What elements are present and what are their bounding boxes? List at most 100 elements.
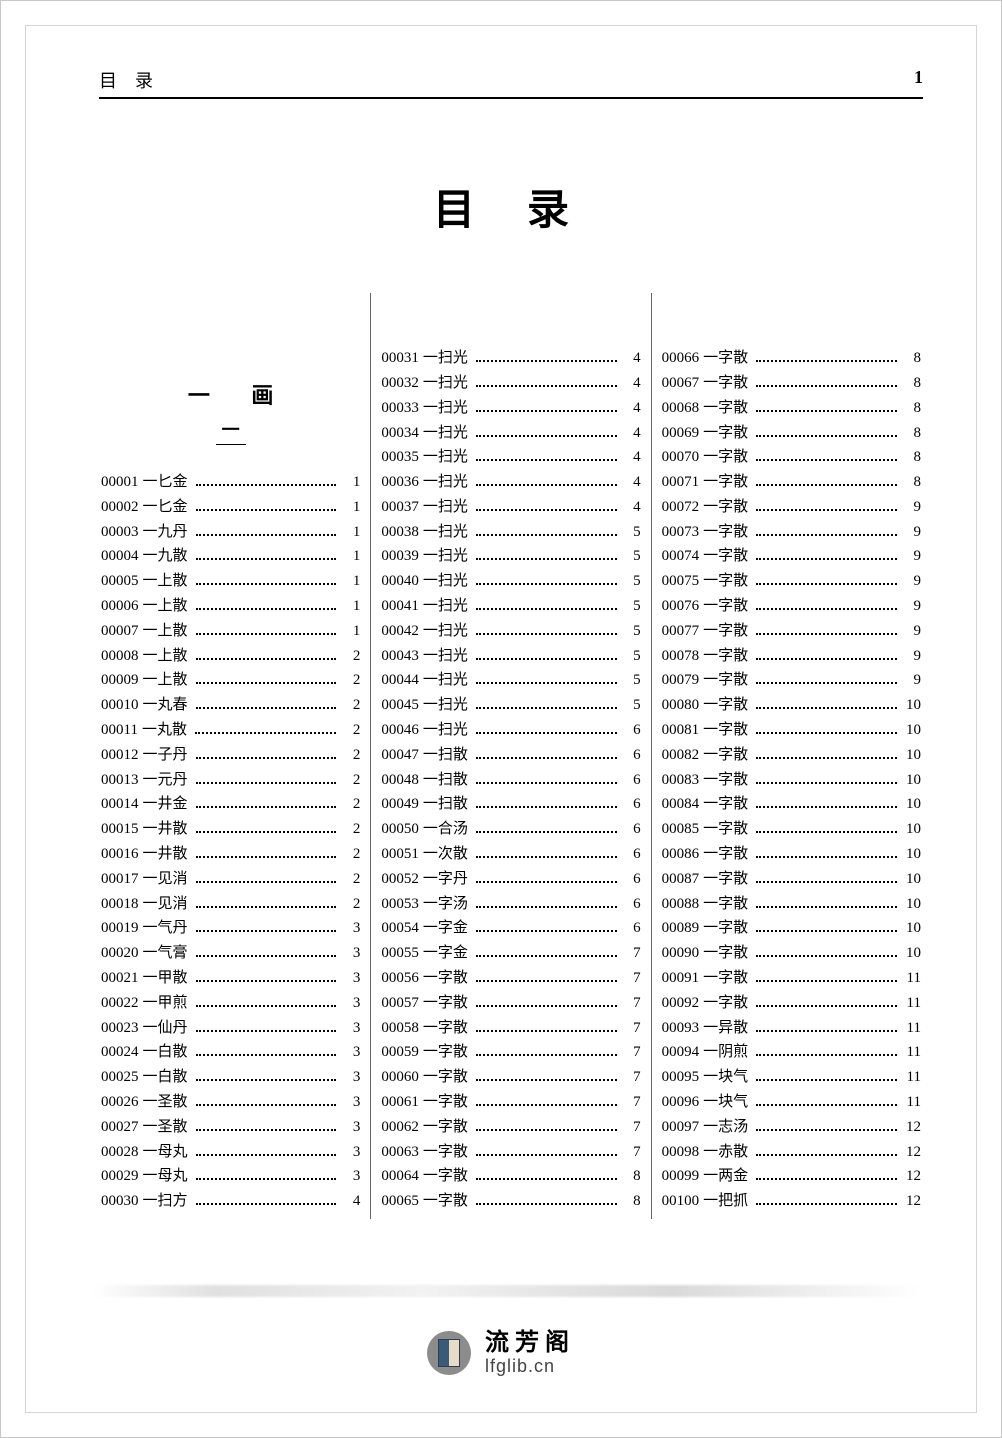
entry-name: 一字散 — [703, 847, 748, 862]
entry-code: 00096 — [662, 1095, 700, 1110]
running-header: 目录 1 — [99, 67, 923, 99]
entry-page: 8 — [623, 1169, 641, 1184]
leader-dots — [756, 1203, 897, 1205]
entry-code: 00095 — [662, 1070, 700, 1085]
entry-name: 一扫光 — [423, 401, 468, 416]
entry-page: 3 — [342, 1095, 360, 1110]
entry-name: 一上散 — [143, 599, 188, 614]
entry-page: 6 — [623, 847, 641, 862]
entry-name: 一扫光 — [423, 549, 468, 564]
entry-name: 一扫方 — [143, 1194, 188, 1209]
entry-name: 一母丸 — [143, 1169, 188, 1184]
entry-name: 一井散 — [143, 847, 188, 862]
leader-dots — [476, 980, 617, 982]
entry-code: 00090 — [662, 946, 700, 961]
index-entry: 00056一字散7 — [381, 971, 640, 986]
entry-page: 10 — [903, 797, 921, 812]
entry-code: 00002 — [101, 500, 139, 515]
leader-dots — [196, 831, 337, 833]
entry-code: 00098 — [662, 1145, 700, 1160]
entry-page: 2 — [342, 897, 360, 912]
entry-page: 7 — [623, 1070, 641, 1085]
leader-dots — [195, 732, 336, 734]
index-entry: 00041一扫光5 — [381, 599, 640, 614]
index-entry: 00047一扫散6 — [381, 748, 640, 763]
entry-code: 00045 — [381, 698, 419, 713]
entry-page: 7 — [623, 1021, 641, 1036]
leader-dots — [756, 608, 897, 610]
index-entry: 00087一字散10 — [662, 872, 921, 887]
entry-name: 一合汤 — [423, 822, 468, 837]
entry-code: 00072 — [662, 500, 700, 515]
entry-page: 3 — [342, 921, 360, 936]
entry-page: 8 — [903, 450, 921, 465]
index-entry: 00024一白散3 — [101, 1045, 360, 1060]
entry-name: 一字散 — [703, 897, 748, 912]
entry-name: 一异散 — [703, 1021, 748, 1036]
entry-code: 00020 — [101, 946, 139, 961]
leader-dots — [476, 435, 617, 437]
entry-page: 6 — [623, 723, 641, 738]
index-column: 00031一扫光400032一扫光400033一扫光400034一扫光40003… — [370, 293, 650, 1219]
entry-code: 00081 — [662, 723, 700, 738]
entry-code: 00063 — [381, 1145, 419, 1160]
index-entry: 00067一字散8 — [662, 376, 921, 391]
entry-page: 10 — [903, 921, 921, 936]
entry-page: 2 — [342, 673, 360, 688]
entry-code: 00068 — [662, 401, 700, 416]
leader-dots — [196, 806, 337, 808]
index-entry: 00001一匕金1 — [101, 475, 360, 490]
entry-name: 一扫光 — [423, 475, 468, 490]
index-entry: 00019一气丹3 — [101, 921, 360, 936]
entry-name: 一扫散 — [423, 773, 468, 788]
entry-page: 9 — [903, 649, 921, 664]
index-entry: 00005一上散1 — [101, 574, 360, 589]
entry-name: 一扫光 — [423, 500, 468, 515]
index-entry: 00094一阴煎11 — [662, 1045, 921, 1060]
entry-name: 一字散 — [703, 549, 748, 564]
entry-code: 00067 — [662, 376, 700, 391]
index-entry: 00093一异散11 — [662, 1021, 921, 1036]
index-entry: 00080一字散10 — [662, 698, 921, 713]
entry-page: 7 — [623, 946, 641, 961]
entry-name: 一圣散 — [143, 1095, 188, 1110]
leader-dots — [756, 1154, 897, 1156]
entry-page: 4 — [623, 450, 641, 465]
entry-code: 00034 — [381, 426, 419, 441]
entry-page: 1 — [342, 500, 360, 515]
page: 目录 1 目录 一 画 一 00001一匕金100002一匕金100003一九丹… — [0, 0, 1002, 1438]
entry-page: 6 — [623, 822, 641, 837]
leader-dots — [756, 558, 897, 560]
entry-page: 3 — [342, 1145, 360, 1160]
index-entry: 00053一字汤6 — [381, 897, 640, 912]
entry-name: 一字散 — [703, 401, 748, 416]
entry-code: 00089 — [662, 921, 700, 936]
index-columns: 一 画 一 00001一匕金100002一匕金100003一九丹100004一九… — [91, 293, 931, 1219]
entry-page: 7 — [623, 971, 641, 986]
entry-page: 3 — [342, 946, 360, 961]
leader-dots — [476, 583, 617, 585]
leader-dots — [476, 558, 617, 560]
entry-name: 一上散 — [143, 673, 188, 688]
leader-dots — [756, 1104, 897, 1106]
stroke-subheading: 一 — [216, 416, 246, 445]
index-entry: 00016一井散2 — [101, 847, 360, 862]
entry-page: 4 — [623, 500, 641, 515]
entry-page: 3 — [342, 1120, 360, 1135]
entry-code: 00057 — [381, 996, 419, 1011]
leader-dots — [196, 1054, 337, 1056]
entry-name: 一赤散 — [703, 1145, 748, 1160]
index-column: 00066一字散800067一字散800068一字散800069一字散80007… — [651, 293, 931, 1219]
index-entry: 00054一字金6 — [381, 921, 640, 936]
entry-page: 12 — [903, 1169, 921, 1184]
index-entry: 00046一扫光6 — [381, 723, 640, 738]
entry-page: 2 — [342, 847, 360, 862]
index-entry: 00044一扫光5 — [381, 673, 640, 688]
entry-code: 00030 — [101, 1194, 139, 1209]
entry-name: 一扫光 — [423, 351, 468, 366]
entry-name: 一字金 — [423, 921, 468, 936]
entry-page: 12 — [903, 1145, 921, 1160]
index-entry: 00072一字散9 — [662, 500, 921, 515]
entry-page: 11 — [903, 1095, 921, 1110]
leader-dots — [756, 1079, 897, 1081]
